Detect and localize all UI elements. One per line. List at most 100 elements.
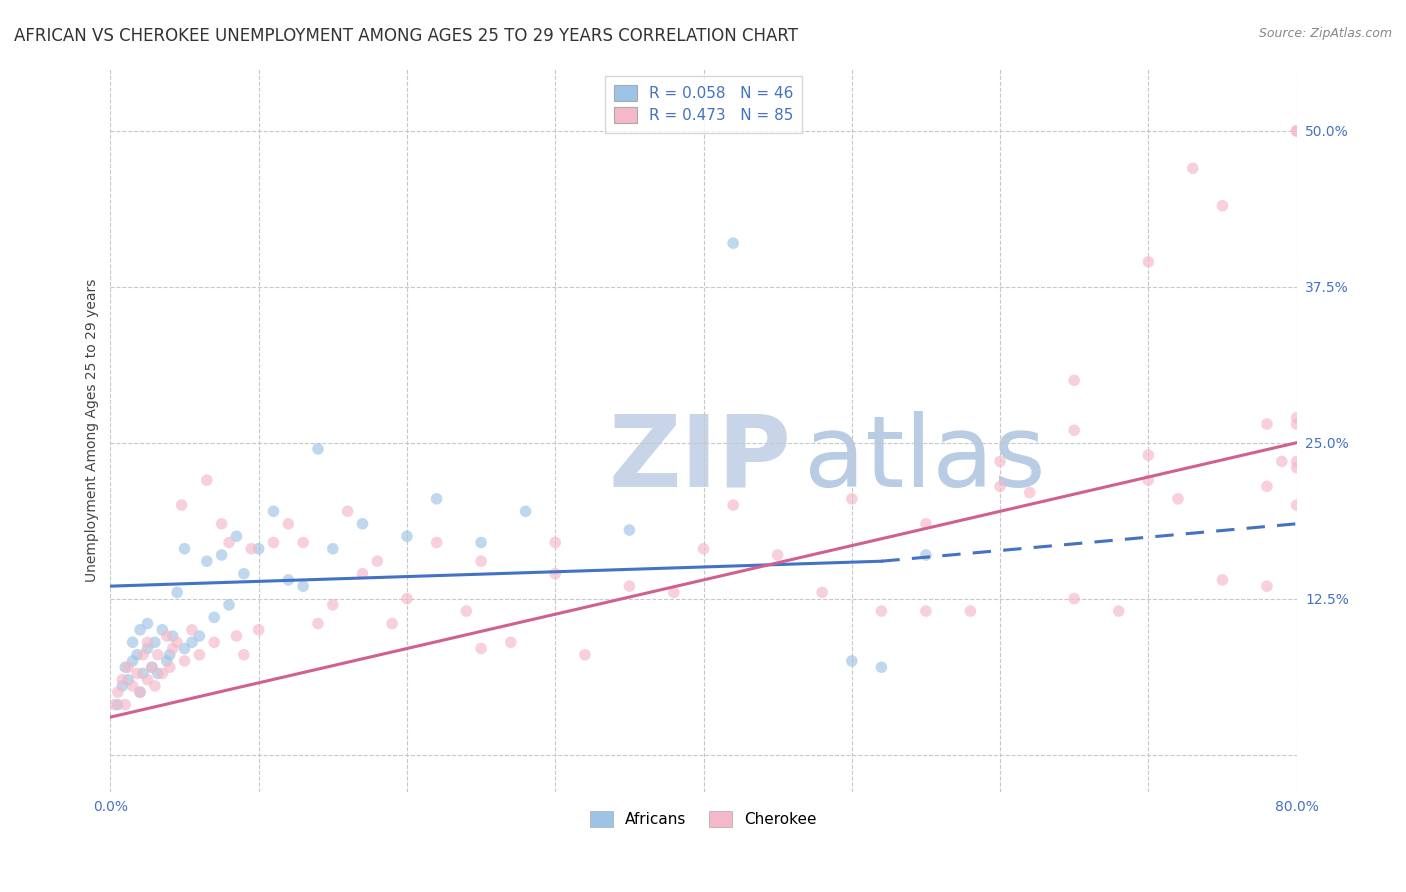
Point bbox=[188, 648, 211, 662]
Point bbox=[1285, 124, 1308, 138]
Point bbox=[150, 666, 173, 681]
Point bbox=[841, 491, 863, 506]
Point bbox=[150, 623, 173, 637]
Point bbox=[117, 673, 139, 687]
Point bbox=[132, 666, 155, 681]
Point bbox=[352, 516, 374, 531]
Point bbox=[218, 535, 240, 549]
Point bbox=[188, 629, 211, 643]
Text: atlas: atlas bbox=[804, 410, 1046, 508]
Point bbox=[181, 635, 204, 649]
Point bbox=[225, 629, 247, 643]
Point bbox=[1285, 410, 1308, 425]
Point bbox=[162, 629, 184, 643]
Point bbox=[202, 610, 225, 624]
Point bbox=[166, 635, 188, 649]
Point bbox=[195, 473, 218, 487]
Point bbox=[499, 635, 522, 649]
Point bbox=[121, 635, 143, 649]
Point bbox=[574, 648, 596, 662]
Point bbox=[136, 635, 159, 649]
Point bbox=[136, 616, 159, 631]
Point bbox=[1063, 373, 1085, 387]
Point bbox=[470, 535, 492, 549]
Point bbox=[1211, 199, 1233, 213]
Y-axis label: Unemployment Among Ages 25 to 29 years: Unemployment Among Ages 25 to 29 years bbox=[86, 278, 100, 582]
Point bbox=[156, 654, 179, 668]
Point bbox=[225, 529, 247, 543]
Point bbox=[292, 579, 315, 593]
Point bbox=[366, 554, 388, 568]
Point bbox=[173, 654, 195, 668]
Point bbox=[129, 685, 152, 699]
Point bbox=[232, 648, 254, 662]
Legend: Africans, Cherokee: Africans, Cherokee bbox=[582, 804, 825, 835]
Point bbox=[173, 541, 195, 556]
Point bbox=[170, 498, 193, 512]
Point bbox=[114, 698, 136, 712]
Point bbox=[841, 654, 863, 668]
Point bbox=[544, 535, 567, 549]
Point bbox=[395, 529, 418, 543]
Point bbox=[395, 591, 418, 606]
Point bbox=[232, 566, 254, 581]
Point bbox=[1285, 460, 1308, 475]
Text: AFRICAN VS CHEROKEE UNEMPLOYMENT AMONG AGES 25 TO 29 YEARS CORRELATION CHART: AFRICAN VS CHEROKEE UNEMPLOYMENT AMONG A… bbox=[14, 27, 799, 45]
Text: ZIP: ZIP bbox=[609, 410, 792, 508]
Point bbox=[1271, 454, 1294, 468]
Point bbox=[1256, 417, 1278, 431]
Point bbox=[121, 679, 143, 693]
Point bbox=[470, 641, 492, 656]
Point bbox=[107, 685, 129, 699]
Point bbox=[104, 698, 127, 712]
Point bbox=[156, 629, 179, 643]
Point bbox=[322, 598, 344, 612]
Point bbox=[988, 454, 1011, 468]
Point bbox=[307, 616, 329, 631]
Point bbox=[1167, 491, 1189, 506]
Point bbox=[915, 604, 938, 618]
Point bbox=[166, 585, 188, 599]
Point bbox=[988, 479, 1011, 493]
Point bbox=[1137, 255, 1160, 269]
Point bbox=[277, 516, 299, 531]
Point bbox=[336, 504, 359, 518]
Point bbox=[426, 491, 449, 506]
Point bbox=[263, 504, 285, 518]
Point bbox=[870, 604, 893, 618]
Point bbox=[322, 541, 344, 556]
Point bbox=[117, 660, 139, 674]
Point bbox=[1063, 591, 1085, 606]
Point bbox=[381, 616, 404, 631]
Point bbox=[1285, 417, 1308, 431]
Point bbox=[456, 604, 478, 618]
Point bbox=[1256, 479, 1278, 493]
Point bbox=[173, 641, 195, 656]
Point bbox=[662, 585, 685, 599]
Point bbox=[107, 698, 129, 712]
Point bbox=[1211, 573, 1233, 587]
Point bbox=[121, 654, 143, 668]
Text: Source: ZipAtlas.com: Source: ZipAtlas.com bbox=[1258, 27, 1392, 40]
Point bbox=[218, 598, 240, 612]
Point bbox=[129, 685, 152, 699]
Point bbox=[141, 660, 163, 674]
Point bbox=[292, 535, 315, 549]
Point bbox=[240, 541, 263, 556]
Point bbox=[619, 523, 641, 537]
Point bbox=[111, 673, 134, 687]
Point bbox=[247, 541, 270, 556]
Point bbox=[146, 666, 169, 681]
Point bbox=[915, 548, 938, 562]
Point bbox=[1285, 124, 1308, 138]
Point bbox=[195, 554, 218, 568]
Point bbox=[159, 648, 181, 662]
Point bbox=[277, 573, 299, 587]
Point bbox=[721, 498, 744, 512]
Point bbox=[129, 623, 152, 637]
Point bbox=[619, 579, 641, 593]
Point bbox=[211, 516, 233, 531]
Point bbox=[870, 660, 893, 674]
Point bbox=[136, 673, 159, 687]
Point bbox=[162, 641, 184, 656]
